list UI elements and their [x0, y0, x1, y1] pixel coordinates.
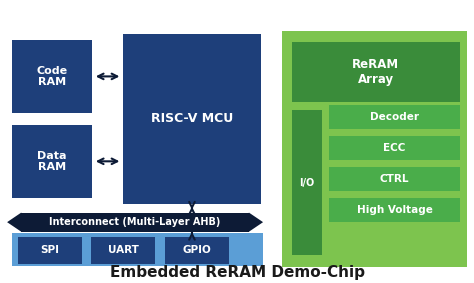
Bar — [329, 198, 460, 222]
Bar — [12, 40, 92, 113]
Bar — [165, 237, 229, 264]
Text: ECC: ECC — [383, 143, 406, 153]
Text: Embedded ReRAM Demo-Chip: Embedded ReRAM Demo-Chip — [109, 265, 365, 280]
Text: Data
RAM: Data RAM — [37, 151, 67, 172]
Text: RISC-V MCU: RISC-V MCU — [151, 112, 233, 125]
Text: I/O: I/O — [299, 177, 315, 188]
Bar — [91, 237, 155, 264]
Text: ReRAM
Array: ReRAM Array — [352, 58, 399, 86]
Text: GPIO: GPIO — [182, 245, 211, 255]
Bar — [292, 42, 460, 102]
Bar — [12, 125, 92, 198]
Bar — [292, 110, 322, 255]
Text: Code
RAM: Code RAM — [36, 66, 68, 87]
Bar — [329, 105, 460, 129]
FancyArrow shape — [7, 213, 21, 232]
Text: ReRAM Memory Module: ReRAM Memory Module — [301, 43, 448, 53]
Bar — [21, 213, 249, 232]
Text: High Voltage: High Voltage — [356, 205, 433, 215]
Bar — [123, 34, 261, 204]
Text: CTRL: CTRL — [380, 174, 410, 184]
Bar — [282, 31, 467, 267]
FancyArrow shape — [249, 213, 263, 232]
Text: Interconnect (Multi-Layer AHB): Interconnect (Multi-Layer AHB) — [49, 217, 221, 227]
Bar — [329, 136, 460, 160]
Bar — [18, 237, 82, 264]
Text: SPI: SPI — [40, 245, 60, 255]
Text: Decoder: Decoder — [370, 112, 419, 122]
Text: UART: UART — [108, 245, 139, 255]
Bar — [329, 167, 460, 191]
Bar — [12, 233, 263, 266]
